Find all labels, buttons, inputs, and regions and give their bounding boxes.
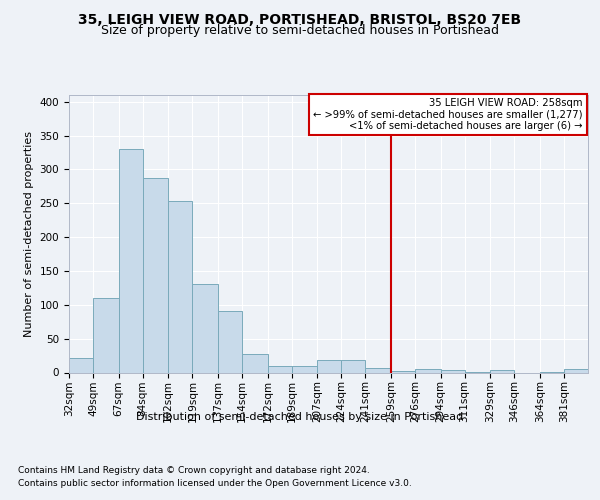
Bar xyxy=(218,311,242,372)
Text: Distribution of semi-detached houses by size in Portishead: Distribution of semi-detached houses by … xyxy=(136,412,464,422)
Text: Contains HM Land Registry data © Crown copyright and database right 2024.: Contains HM Land Registry data © Crown c… xyxy=(18,466,370,475)
Bar xyxy=(268,366,292,372)
Bar xyxy=(119,149,143,372)
Bar xyxy=(391,371,415,372)
Bar xyxy=(440,370,464,372)
Bar xyxy=(341,360,365,372)
Bar xyxy=(292,366,317,372)
Y-axis label: Number of semi-detached properties: Number of semi-detached properties xyxy=(24,130,34,337)
Text: 35 LEIGH VIEW ROAD: 258sqm
← >99% of semi-detached houses are smaller (1,277)
<1: 35 LEIGH VIEW ROAD: 258sqm ← >99% of sem… xyxy=(313,98,583,131)
Bar xyxy=(168,202,193,372)
Bar xyxy=(143,178,168,372)
Bar xyxy=(317,360,341,372)
Bar xyxy=(564,369,588,372)
Bar xyxy=(490,370,514,372)
Bar xyxy=(69,358,93,372)
Text: 35, LEIGH VIEW ROAD, PORTISHEAD, BRISTOL, BS20 7EB: 35, LEIGH VIEW ROAD, PORTISHEAD, BRISTOL… xyxy=(79,12,521,26)
Text: Contains public sector information licensed under the Open Government Licence v3: Contains public sector information licen… xyxy=(18,479,412,488)
Bar xyxy=(242,354,268,372)
Bar xyxy=(193,284,218,372)
Bar xyxy=(93,298,119,372)
Bar xyxy=(365,368,391,372)
Text: Size of property relative to semi-detached houses in Portishead: Size of property relative to semi-detach… xyxy=(101,24,499,37)
Bar xyxy=(415,369,440,372)
